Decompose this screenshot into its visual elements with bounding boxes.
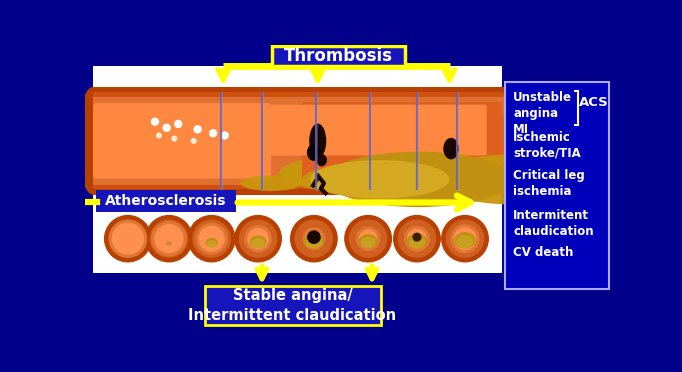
FancyBboxPatch shape <box>95 105 487 155</box>
Text: Critical leg
ischemia: Critical leg ischemia <box>513 169 584 198</box>
Bar <box>93 87 502 195</box>
Ellipse shape <box>279 152 481 195</box>
Ellipse shape <box>456 235 474 248</box>
Circle shape <box>350 220 387 257</box>
Ellipse shape <box>454 232 476 248</box>
Circle shape <box>163 124 170 131</box>
Circle shape <box>172 136 177 141</box>
Ellipse shape <box>205 238 218 247</box>
Circle shape <box>109 220 147 257</box>
Ellipse shape <box>251 238 265 248</box>
Circle shape <box>113 223 143 254</box>
Ellipse shape <box>78 87 108 195</box>
Circle shape <box>345 216 391 262</box>
Bar <box>93 66 502 273</box>
Text: Stable angina/
Intermittent claudication: Stable angina/ Intermittent claudication <box>188 288 397 323</box>
Circle shape <box>192 139 196 143</box>
Circle shape <box>196 223 227 254</box>
Circle shape <box>303 228 325 250</box>
Circle shape <box>175 121 181 128</box>
Bar <box>93 92 502 189</box>
Ellipse shape <box>482 92 522 189</box>
Circle shape <box>404 226 430 251</box>
Circle shape <box>408 230 426 248</box>
Circle shape <box>239 220 277 257</box>
Ellipse shape <box>302 166 396 193</box>
Circle shape <box>359 230 376 247</box>
Circle shape <box>413 233 421 241</box>
Text: Intermitent
claudication: Intermitent claudication <box>513 209 593 238</box>
Circle shape <box>155 225 183 253</box>
Circle shape <box>235 216 282 262</box>
Ellipse shape <box>207 240 217 248</box>
FancyBboxPatch shape <box>505 81 609 289</box>
Ellipse shape <box>306 237 322 248</box>
Circle shape <box>152 222 186 256</box>
Text: Thrombosis: Thrombosis <box>284 47 394 65</box>
Circle shape <box>221 132 228 139</box>
Circle shape <box>398 220 436 257</box>
Text: CV death: CV death <box>513 246 574 259</box>
Circle shape <box>245 225 271 252</box>
Circle shape <box>209 130 217 137</box>
Circle shape <box>447 220 484 257</box>
Text: Atherosclerosis: Atherosclerosis <box>105 194 226 208</box>
Circle shape <box>188 216 235 262</box>
Ellipse shape <box>303 234 324 248</box>
Ellipse shape <box>409 237 425 248</box>
Ellipse shape <box>325 161 496 195</box>
Circle shape <box>248 229 268 249</box>
Circle shape <box>306 231 322 246</box>
Ellipse shape <box>310 160 449 199</box>
Circle shape <box>451 225 479 253</box>
FancyBboxPatch shape <box>96 190 235 212</box>
Circle shape <box>151 118 158 125</box>
Circle shape <box>146 216 192 262</box>
Ellipse shape <box>240 176 302 191</box>
Ellipse shape <box>479 87 525 195</box>
Text: Unstable
angina
MI: Unstable angina MI <box>513 91 572 136</box>
Ellipse shape <box>485 97 519 185</box>
Text: Ischemic
stroke/TIA: Ischemic stroke/TIA <box>513 131 581 160</box>
Circle shape <box>193 220 231 257</box>
Circle shape <box>199 226 224 251</box>
Circle shape <box>157 133 161 138</box>
Ellipse shape <box>250 235 267 248</box>
Ellipse shape <box>443 138 459 159</box>
Bar <box>93 97 502 185</box>
Ellipse shape <box>359 234 377 248</box>
Circle shape <box>308 231 320 243</box>
Circle shape <box>291 216 337 262</box>
Circle shape <box>295 220 333 257</box>
FancyBboxPatch shape <box>93 103 271 179</box>
Circle shape <box>394 216 440 262</box>
Ellipse shape <box>307 144 321 161</box>
Ellipse shape <box>309 124 326 158</box>
Text: ACS: ACS <box>579 96 608 109</box>
Ellipse shape <box>488 114 517 168</box>
Circle shape <box>109 220 147 257</box>
Ellipse shape <box>166 241 172 245</box>
Ellipse shape <box>316 154 327 166</box>
Circle shape <box>194 126 201 133</box>
FancyBboxPatch shape <box>272 46 405 66</box>
Ellipse shape <box>361 237 376 248</box>
Circle shape <box>454 228 476 250</box>
FancyBboxPatch shape <box>205 286 381 325</box>
Ellipse shape <box>434 154 589 205</box>
Bar <box>302 102 502 179</box>
Ellipse shape <box>407 234 427 248</box>
Circle shape <box>442 216 488 262</box>
Circle shape <box>357 227 380 250</box>
Circle shape <box>104 216 151 262</box>
Circle shape <box>150 220 188 257</box>
Ellipse shape <box>325 152 512 207</box>
Ellipse shape <box>364 154 488 197</box>
